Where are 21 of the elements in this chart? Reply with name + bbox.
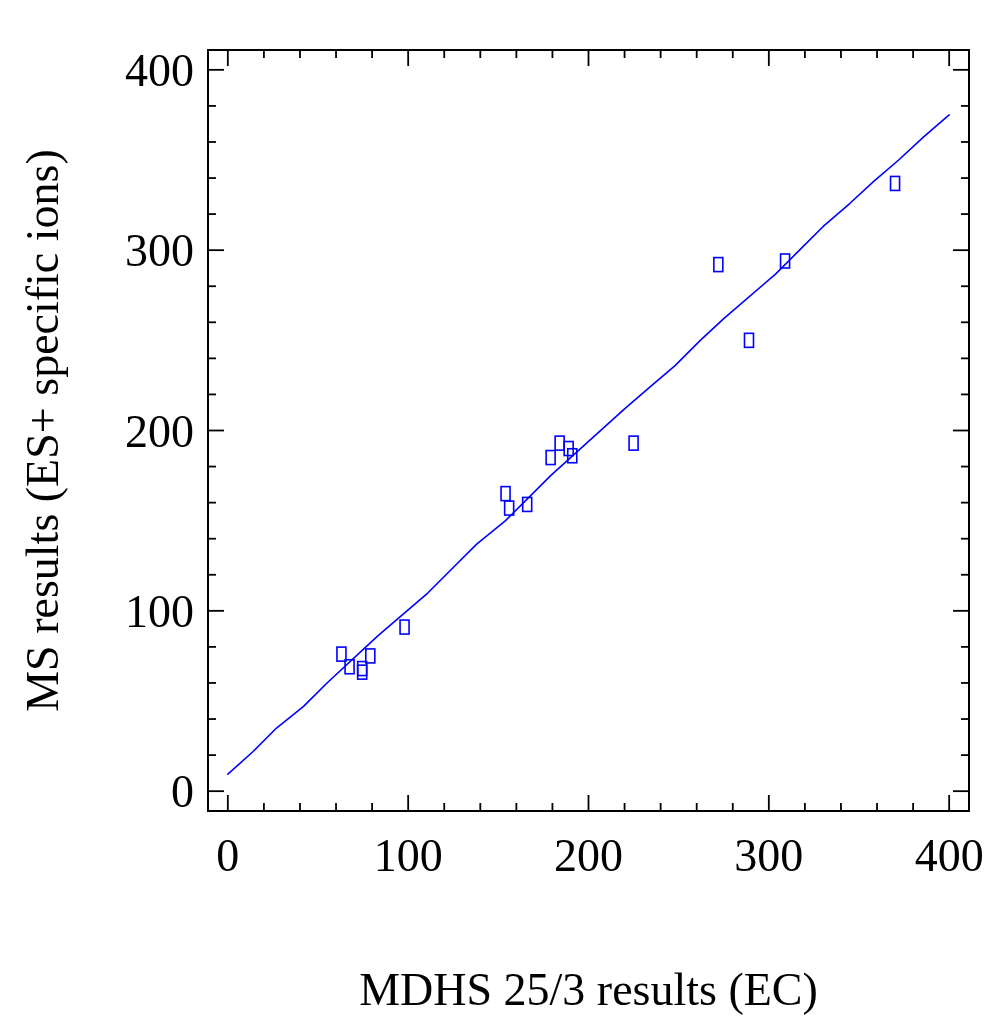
point <box>503 500 515 516</box>
x-tick-label: 400 <box>914 830 984 881</box>
y-axis-title: MS results (ES+ specific ions) <box>17 149 68 712</box>
point <box>521 496 533 513</box>
point <box>356 664 368 680</box>
point <box>779 253 791 269</box>
x-tick-label: 200 <box>554 830 623 881</box>
y-tick-label: 400 <box>125 44 194 96</box>
y-tick-label: 0 <box>171 766 194 818</box>
point <box>889 175 901 192</box>
y-tick-label: 100 <box>125 585 194 637</box>
line-series <box>227 114 950 776</box>
x-axis-title: MDHS 25/3 results (EC) <box>359 964 818 1015</box>
y-tick-label: 200 <box>125 405 194 457</box>
point <box>566 447 578 464</box>
y-tick-label: 300 <box>125 225 194 277</box>
point <box>743 332 755 349</box>
x-tick-label: 300 <box>734 830 804 881</box>
x-tick-label: 0 <box>216 830 240 881</box>
x-tick-label: 100 <box>373 830 443 881</box>
point <box>356 660 368 677</box>
